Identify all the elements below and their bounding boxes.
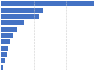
- Bar: [1, 20, 24, 25]
- Bar: [1, 14, 39, 19]
- Bar: [1, 58, 5, 63]
- Bar: [1, 8, 43, 13]
- Bar: [1, 27, 17, 32]
- Bar: [1, 65, 3, 70]
- Bar: [1, 52, 7, 57]
- Bar: [1, 1, 94, 6]
- Bar: [1, 46, 8, 51]
- Bar: [1, 39, 10, 44]
- Bar: [1, 33, 13, 38]
